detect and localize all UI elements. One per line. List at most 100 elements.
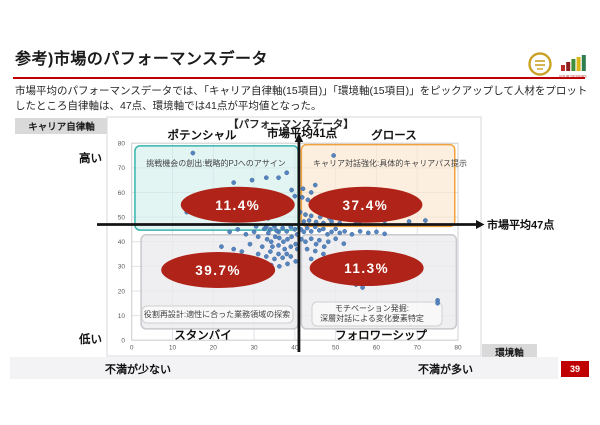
data-point	[235, 227, 241, 232]
data-point	[349, 231, 355, 237]
data-point	[305, 197, 311, 203]
x-mean-label: 市場平均41点	[267, 126, 338, 140]
data-point	[289, 187, 294, 193]
plot-border	[131, 142, 459, 341]
data-point	[261, 226, 267, 232]
data-point	[249, 177, 255, 183]
data-point	[264, 236, 270, 242]
quadrant-note-followership: 深層対話による変化要素特定	[320, 313, 424, 323]
data-point	[272, 256, 277, 262]
data-point	[255, 234, 261, 240]
vertical-axis-chip: キャリア自律軸	[15, 118, 108, 134]
data-point	[337, 230, 343, 236]
data-point	[341, 241, 347, 247]
title-accent-rule	[13, 77, 585, 79]
data-point	[303, 239, 308, 245]
y-mean-label: 市場平均47点	[487, 217, 554, 231]
data-point	[288, 254, 294, 259]
quadrant-label-standby: スタンバイ	[174, 328, 232, 342]
data-point	[321, 226, 326, 232]
share-oval-potential	[180, 186, 295, 223]
horizontal-axis-chip: 環境軸	[482, 344, 537, 359]
data-point	[281, 239, 286, 245]
y-tick-label: 20	[118, 288, 126, 295]
y-tick-label: 60	[118, 190, 126, 197]
data-point	[276, 251, 281, 257]
quadrant-note-growth: キャリア対話強化:具体的キャリアパス提示	[313, 158, 467, 168]
data-point	[313, 241, 319, 247]
x-tick-label: 70	[414, 345, 422, 352]
data-point	[304, 246, 310, 252]
company-logo: FOUR DESIGNS	[528, 52, 587, 79]
logo-caption: FOUR DESIGNS	[559, 75, 587, 79]
x-axis-high-label: 不満が多い	[418, 364, 473, 376]
data-point	[308, 236, 314, 242]
y-tick-label: 30	[118, 264, 126, 271]
x-tick-label: 80	[454, 345, 462, 352]
data-point	[247, 241, 253, 247]
x-tick-label: 40	[291, 345, 299, 352]
data-point	[293, 259, 299, 264]
logo-bar	[581, 55, 586, 71]
laurel-emblem-icon	[528, 52, 552, 76]
data-point	[270, 244, 275, 249]
bar-chart-icon	[561, 55, 586, 71]
data-point	[406, 219, 412, 224]
logo-bar	[571, 59, 576, 71]
share-label-standby: 39.7%	[195, 263, 241, 278]
share-label-growth: 37.4%	[343, 198, 389, 213]
x-axis-low-label: 不満が少ない	[105, 364, 171, 376]
data-point	[312, 248, 318, 254]
data-point	[292, 227, 298, 232]
data-point	[268, 227, 273, 232]
share-oval-growth	[308, 186, 423, 223]
data-point	[300, 186, 306, 192]
data-point	[284, 170, 290, 176]
data-point	[342, 229, 347, 234]
data-point	[231, 180, 237, 185]
data-point	[263, 175, 269, 181]
x-tick-label: 10	[169, 345, 177, 352]
logo-bar	[576, 57, 581, 71]
data-point	[293, 241, 299, 247]
x-tick-label: 0	[130, 345, 134, 352]
data-point	[251, 229, 257, 235]
data-point	[329, 219, 334, 224]
y-tick-label: 80	[118, 141, 126, 148]
data-point	[325, 239, 331, 245]
data-point	[284, 229, 290, 234]
data-point	[325, 231, 330, 237]
quadrant-note-standby: 役割再設計:適性に合った業務領域の探索	[144, 309, 290, 319]
data-point	[272, 234, 278, 240]
x-axis-caption-strip: 不満が少ない 不満が多い	[10, 357, 558, 379]
y-tick-label: 40	[118, 239, 126, 246]
data-point	[289, 234, 294, 240]
data-point	[308, 190, 314, 195]
quadrant-label-growth: グロース	[371, 128, 416, 142]
quadrant-label-followership: フォロワーシップ	[335, 328, 427, 342]
right-arrow-icon	[476, 219, 485, 229]
data-point	[274, 228, 279, 233]
data-point	[292, 193, 298, 199]
data-point	[284, 251, 290, 257]
data-point	[277, 263, 282, 269]
data-point	[365, 230, 371, 236]
share-oval-followership	[309, 250, 424, 287]
x-tick-label: 60	[373, 345, 381, 352]
share-label-followership: 11.3%	[344, 261, 389, 276]
data-point	[288, 244, 294, 249]
data-point	[423, 218, 428, 223]
y-tick-label: 50	[118, 214, 126, 221]
chart-title: 【パフォーマンスデータ】	[228, 118, 354, 131]
data-point	[277, 235, 282, 241]
data-point	[243, 231, 249, 237]
note-box-standby	[141, 305, 294, 324]
data-point	[333, 226, 338, 232]
x-tick-label: 20	[210, 345, 218, 352]
y-tick-label: 10	[118, 313, 126, 320]
y-tick-label: 0	[121, 338, 125, 345]
data-point	[231, 246, 237, 252]
data-point	[382, 231, 387, 237]
share-label-potential: 11.4%	[215, 198, 260, 213]
